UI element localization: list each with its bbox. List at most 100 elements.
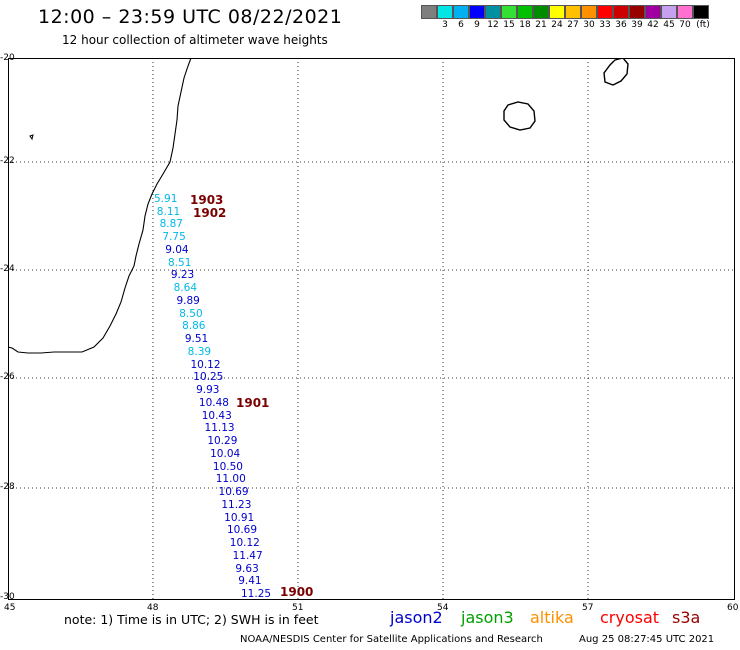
legend-swatch xyxy=(613,5,629,19)
legend-swatch xyxy=(517,5,533,19)
wave-height-label: 8.86 xyxy=(182,320,206,333)
legend-swatch xyxy=(629,5,645,19)
legend-swatch xyxy=(533,5,549,19)
map-frame xyxy=(8,58,735,600)
footer-credit: NOAA/NESDIS Center for Satellite Applica… xyxy=(240,634,543,645)
legend-labels: 3 6 9 12 15 18 21 24 27 30 33 36 39 42 45 70 (ft) xyxy=(421,19,740,33)
wave-height-label: 9.93 xyxy=(196,384,220,397)
time-label: 1901 xyxy=(236,396,270,410)
legend-swatch xyxy=(597,5,613,19)
lon-tick: 57 xyxy=(582,603,594,613)
time-label: 1902 xyxy=(193,206,227,220)
islet xyxy=(29,134,34,141)
color-legend: 3 6 9 12 15 18 21 24 27 30 33 36 39 42 45 70 (ft) xyxy=(421,5,740,33)
lon-tick: 54 xyxy=(437,603,449,613)
wave-height-label: 9.04 xyxy=(165,243,189,256)
legend-label: 3 xyxy=(442,20,448,30)
lat-tick: -30 xyxy=(0,592,15,602)
legend-swatch xyxy=(469,5,485,19)
lat-tick: -28 xyxy=(0,482,15,492)
map-canvas xyxy=(8,58,735,600)
legend-label: 33 xyxy=(599,20,611,30)
wave-height-label: 10.48 xyxy=(198,396,229,409)
legend-swatch xyxy=(501,5,517,19)
lon-tick: 48 xyxy=(147,603,159,613)
wave-height-label: 9.23 xyxy=(170,269,195,282)
legend-label: 12 xyxy=(487,20,499,30)
wave-height-label: 10.69 xyxy=(218,486,249,499)
wave-height-label: 8.51 xyxy=(168,256,192,269)
madagascar-coastline xyxy=(8,58,192,354)
reunion-island xyxy=(503,101,536,131)
legend-swatch xyxy=(485,5,501,19)
legend-swatch xyxy=(677,5,693,19)
wave-height-label: 10.29 xyxy=(207,435,238,448)
map-subtitle: 12 hour collection of altimeter wave hei… xyxy=(62,33,328,47)
mauritius-island xyxy=(603,58,629,86)
legend-label: 45 xyxy=(663,20,675,30)
legend-swatches xyxy=(421,5,740,19)
legend-label: 42 xyxy=(647,20,659,30)
wave-height-label: 10.04 xyxy=(210,447,241,460)
legend-swatch xyxy=(437,5,453,19)
legend-swatch xyxy=(453,5,469,19)
satellite-cryosat: cryosat xyxy=(600,608,660,627)
legend-label: 36 xyxy=(615,20,627,30)
satellite-jason2: jason2 xyxy=(390,608,443,627)
footer-date: Aug 25 08:27:45 UTC 2021 xyxy=(579,634,715,645)
satellite-altika: altika xyxy=(530,608,574,627)
wave-height-label: 10.50 xyxy=(212,460,243,473)
graticule xyxy=(8,58,735,600)
wave-height-label: 8.11 xyxy=(156,205,181,218)
lat-tick: -24 xyxy=(0,264,15,274)
wave-height-label: 8.50 xyxy=(179,307,203,320)
satellite-s3a: s3a xyxy=(672,608,701,627)
wave-height-label: 10.12 xyxy=(190,358,221,371)
wave-height-label: 10.12 xyxy=(229,537,260,550)
time-label: 1903 xyxy=(190,193,224,207)
legend-label: 18 xyxy=(519,20,531,30)
wave-height-label: 8.39 xyxy=(187,345,212,358)
wave-height-label: 7.75 xyxy=(162,231,186,244)
time-label: 1900 xyxy=(280,585,314,599)
legend-swatch xyxy=(693,5,709,19)
wave-height-label: 10.91 xyxy=(224,511,255,524)
wave-height-label: 9.51 xyxy=(184,333,209,346)
wave-height-label: 8.87 xyxy=(159,218,183,231)
wave-height-label: 11.25 xyxy=(241,588,272,600)
wave-height-label: 9.41 xyxy=(238,575,262,588)
legend-label: 70 xyxy=(679,20,691,30)
wave-height-label: 11.00 xyxy=(215,473,246,486)
wave-height-label: 9.89 xyxy=(176,294,200,307)
wave-height-label: 11.47 xyxy=(232,549,263,562)
wave-height-label: 10.25 xyxy=(193,371,224,384)
legend-label: 15 xyxy=(503,20,515,30)
legend-label: 21 xyxy=(535,20,547,30)
legend-label: 27 xyxy=(567,20,579,30)
legend-swatch xyxy=(549,5,565,19)
footer-note: note: 1) Time is in UTC; 2) SWH is in fe… xyxy=(64,612,319,627)
wave-height-label: 5.91 xyxy=(154,193,178,205)
legend-swatch xyxy=(581,5,597,19)
legend-label: 6 xyxy=(458,20,464,30)
legend-label: (ft) xyxy=(696,20,710,30)
lon-tick: 51 xyxy=(292,603,304,613)
legend-label: 39 xyxy=(631,20,643,30)
lat-tick: -22 xyxy=(0,156,15,166)
wave-height-label: 11.13 xyxy=(204,422,235,435)
legend-label: 30 xyxy=(583,20,595,30)
lon-tick: 45 xyxy=(4,603,16,613)
lat-tick: -26 xyxy=(0,372,15,382)
legend-swatch xyxy=(421,5,437,19)
legend-swatch xyxy=(645,5,661,19)
wave-height-label: 8.64 xyxy=(173,282,198,295)
wave-height-label: 10.69 xyxy=(226,524,258,537)
map-title: 12:00 – 23:59 UTC 08/22/2021 xyxy=(38,6,343,28)
legend-label: 9 xyxy=(474,20,480,30)
legend-label: 24 xyxy=(551,20,563,30)
legend-swatch xyxy=(565,5,581,19)
wave-height-label: 11.23 xyxy=(221,498,252,511)
lon-tick: 60 xyxy=(727,603,739,613)
satellite-jason3: jason3 xyxy=(461,608,514,627)
wave-height-label: 9.63 xyxy=(235,562,259,575)
